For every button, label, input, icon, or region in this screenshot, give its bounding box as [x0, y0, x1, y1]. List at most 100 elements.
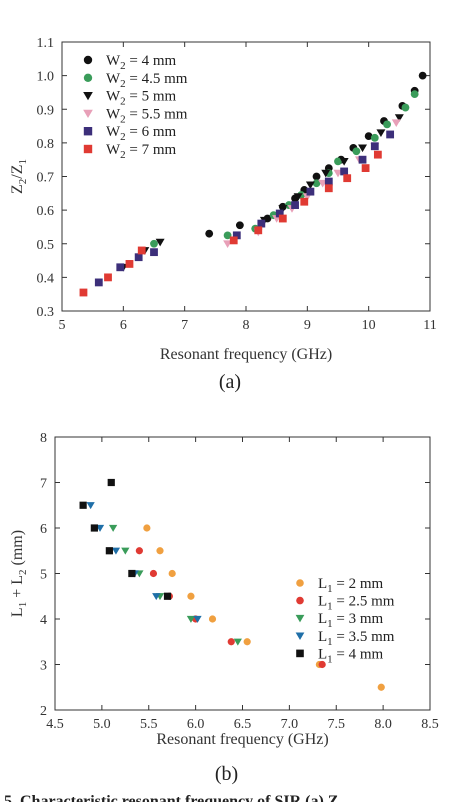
data-point	[312, 179, 321, 188]
y-tick-label: 0.5	[37, 238, 55, 253]
data-point	[135, 547, 143, 555]
plot-frame	[54, 436, 431, 711]
legend-entry-part: = 3.5 mm	[333, 629, 395, 645]
series-5	[79, 150, 382, 297]
x-axis-label: Resonant frequency (GHz)	[160, 346, 332, 363]
legend-entry-part: L	[318, 576, 327, 592]
data-point	[105, 547, 113, 555]
data-point	[340, 167, 349, 176]
data-point	[293, 193, 303, 201]
data-point	[79, 288, 88, 297]
data-point	[79, 501, 87, 509]
legend-entry-subscript: 1	[327, 583, 333, 595]
legend-entry-part: = 2.5 mm	[333, 594, 395, 610]
y-tick-label: 0.8	[37, 137, 55, 152]
data-point	[155, 238, 165, 247]
data-point	[186, 615, 196, 623]
legend-entry: L1 = 2.5 mm	[318, 594, 395, 613]
data-point	[149, 569, 158, 578]
data-point	[243, 638, 251, 646]
y-tick-label: 8	[40, 431, 47, 446]
legend-entry-subscript: 2	[120, 78, 126, 90]
series-0	[205, 71, 427, 238]
legend-entry: W2 = 5 mm	[106, 89, 177, 108]
legend-entry-subscript: 2	[120, 149, 126, 161]
legend-marker	[296, 649, 304, 658]
legend-marker	[296, 596, 304, 605]
legend-entry-part: = 6 mm	[126, 124, 177, 140]
legend-entry: L1 = 4 mm	[318, 646, 384, 665]
legend-entry: L1 = 3.5 mm	[318, 629, 395, 648]
y-tick-label: 1.0	[37, 70, 55, 85]
legend-entry-part: L	[318, 629, 327, 645]
legend-entry-part: W	[106, 124, 121, 140]
data-point	[358, 144, 368, 153]
data-point	[300, 197, 309, 206]
legend-marker	[83, 127, 93, 136]
y-tick-label: 6	[40, 522, 47, 537]
data-point	[312, 172, 321, 181]
legend-marker	[83, 55, 93, 65]
legend-marker	[296, 579, 304, 587]
x-tick-label: 8.5	[421, 717, 439, 732]
data-point	[376, 129, 386, 138]
legend-entry-part: = 5 mm	[126, 89, 177, 105]
data-point	[358, 155, 367, 164]
y-axis-label-part: /Z	[9, 165, 26, 179]
y-axis-label-subscript: 1	[17, 159, 29, 165]
chart-a: 5 6 7 8 9 10 11 0.3 0.4 0.5 0.6 0.7 0.8 0.9 1.0 1.1 Reso…	[9, 36, 437, 393]
y-axis-label-part: + L	[9, 575, 26, 602]
data-point	[156, 547, 164, 555]
series-4	[94, 130, 395, 287]
x-tick-label: 5.5	[140, 717, 158, 732]
x-tick-label: 7.0	[281, 717, 299, 732]
data-point	[128, 569, 136, 578]
legend-entry-part: = 3 mm	[333, 611, 384, 627]
legend-marker	[83, 144, 93, 154]
y-tick-label: 1.1	[37, 36, 55, 51]
data-point	[90, 524, 98, 532]
legend-entry: W2 = 6 mm	[106, 124, 177, 143]
x-tick-label: 8.0	[374, 717, 392, 732]
y-tick-label: 2	[40, 704, 47, 719]
data-point	[343, 174, 352, 183]
data-point	[257, 219, 266, 228]
legend-entry: W2 = 5.5 mm	[106, 106, 188, 125]
x-tick-label: 9	[304, 318, 311, 333]
data-point	[364, 132, 373, 141]
panel-label: (a)	[219, 371, 241, 393]
data-point	[205, 229, 214, 238]
legend-entry-subscript: 1	[327, 601, 333, 613]
data-point	[324, 184, 333, 193]
y-axis-label-subscript: 2	[17, 179, 29, 185]
data-point	[383, 120, 391, 129]
data-point	[410, 90, 419, 99]
y-axis-label-subscript: 2	[17, 569, 29, 575]
legend-entry-part: L	[318, 646, 327, 662]
data-point	[361, 164, 370, 172]
y-tick-label: 5	[40, 568, 47, 583]
data-point	[121, 547, 130, 555]
y-tick-label: 4	[40, 613, 47, 628]
y-axis-label: L1 + L2 (mm)	[9, 530, 29, 617]
legend-marker	[295, 614, 305, 623]
legend-entry-part: W	[106, 142, 121, 158]
legend-entry-subscript: 1	[327, 653, 333, 665]
data-point	[229, 236, 238, 245]
data-point	[116, 263, 125, 272]
legend-entry-subscript: 2	[120, 131, 126, 143]
data-point	[137, 246, 146, 255]
legend-entry-part: = 7 mm	[126, 142, 177, 158]
data-point	[418, 71, 427, 80]
legend-marker	[295, 632, 305, 640]
data-point	[370, 133, 379, 142]
legend-entry-subscript: 1	[327, 636, 333, 648]
data-point	[193, 615, 202, 623]
series-2	[108, 524, 242, 646]
data-point	[278, 214, 287, 223]
legend-entry: W2 = 7 mm	[106, 142, 177, 161]
y-tick-label: 0.7	[37, 171, 55, 186]
legend-entry-part: L	[318, 594, 327, 610]
data-point	[227, 638, 235, 646]
